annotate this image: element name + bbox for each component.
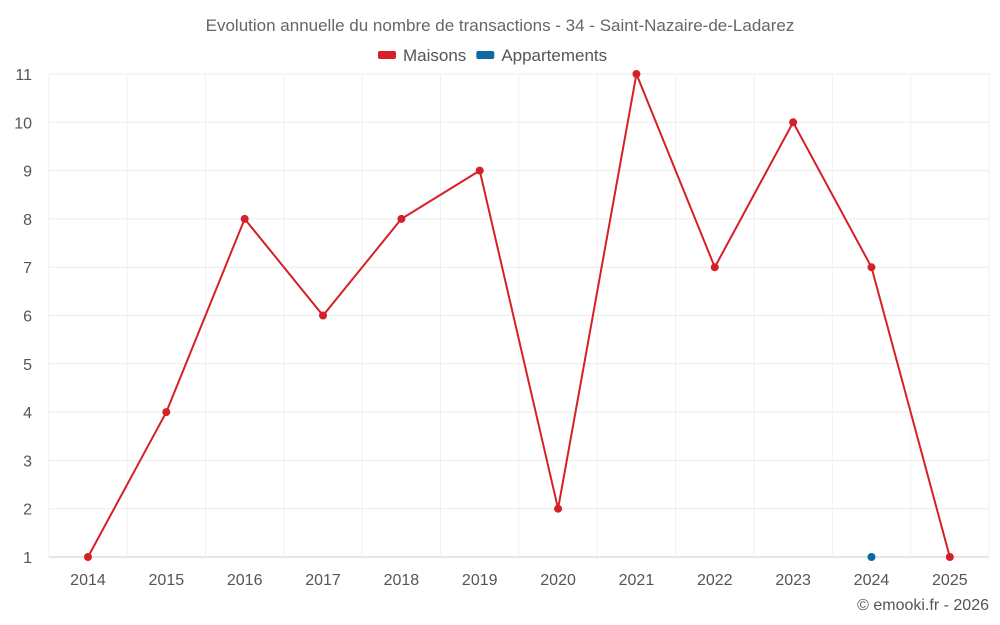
legend-swatch [476, 51, 495, 59]
y-tick-label: 9 [23, 164, 32, 181]
x-tick-label: 2016 [227, 572, 263, 589]
y-tick-label: 2 [23, 502, 32, 519]
y-tick-label: 7 [23, 260, 32, 277]
data-point[interactable] [397, 214, 406, 223]
chart-title: Evolution annuelle du nombre de transact… [206, 16, 795, 35]
data-point[interactable] [162, 408, 171, 417]
x-tick-label: 2018 [384, 572, 420, 589]
x-tick-label: 2019 [462, 572, 498, 589]
legend-label: Maisons [403, 46, 466, 65]
x-tick-label: 2021 [619, 572, 655, 589]
series-line [87, 70, 951, 558]
data-point[interactable] [789, 118, 798, 127]
data-point[interactable] [319, 311, 328, 320]
x-tick-label: 2022 [697, 572, 733, 589]
x-tick-label: 2017 [305, 572, 341, 589]
credit-text: © emooki.fr - 2026 [857, 597, 989, 614]
x-tick-label: 2023 [775, 572, 811, 589]
series-maisons [83, 70, 954, 561]
grid [48, 73, 990, 558]
legend-label: Appartements [501, 46, 607, 65]
data-point[interactable] [240, 214, 249, 223]
legend-item-maisons[interactable]: Maisons [378, 46, 466, 65]
x-tick-label: 2025 [932, 572, 968, 589]
y-tick-label: 1 [23, 550, 32, 567]
y-tick-label: 4 [23, 405, 32, 422]
y-axis: 1 2 3 4 5 6 7 8 9 10 11 [14, 67, 32, 567]
data-point[interactable] [710, 263, 719, 272]
series-group [83, 70, 954, 561]
data-point[interactable] [554, 504, 563, 513]
y-tick-label: 10 [14, 115, 32, 132]
data-point[interactable] [632, 70, 641, 78]
legend-swatch [378, 51, 396, 59]
y-tick-label: 3 [23, 453, 32, 470]
x-tick-label: 2015 [149, 572, 185, 589]
data-point[interactable] [945, 553, 954, 561]
series-appartements [867, 553, 876, 561]
x-tick-label: 2020 [540, 572, 576, 589]
x-tick-label: 2014 [70, 572, 106, 589]
data-point[interactable] [867, 263, 876, 272]
x-tick-label: 2024 [854, 572, 890, 589]
legend-item-appartements[interactable]: Appartements [476, 46, 607, 65]
y-tick-label: 8 [23, 212, 32, 229]
legend: Maisons Appartements [378, 46, 607, 65]
data-point[interactable] [867, 553, 876, 561]
y-tick-label: 11 [15, 67, 32, 84]
y-tick-label: 5 [23, 357, 32, 374]
data-point[interactable] [83, 553, 92, 561]
x-axis: 2014 2015 2016 2017 2018 2019 2020 2021 2022 2023… [70, 572, 968, 589]
y-tick-label: 6 [23, 309, 32, 326]
data-point[interactable] [475, 166, 484, 175]
